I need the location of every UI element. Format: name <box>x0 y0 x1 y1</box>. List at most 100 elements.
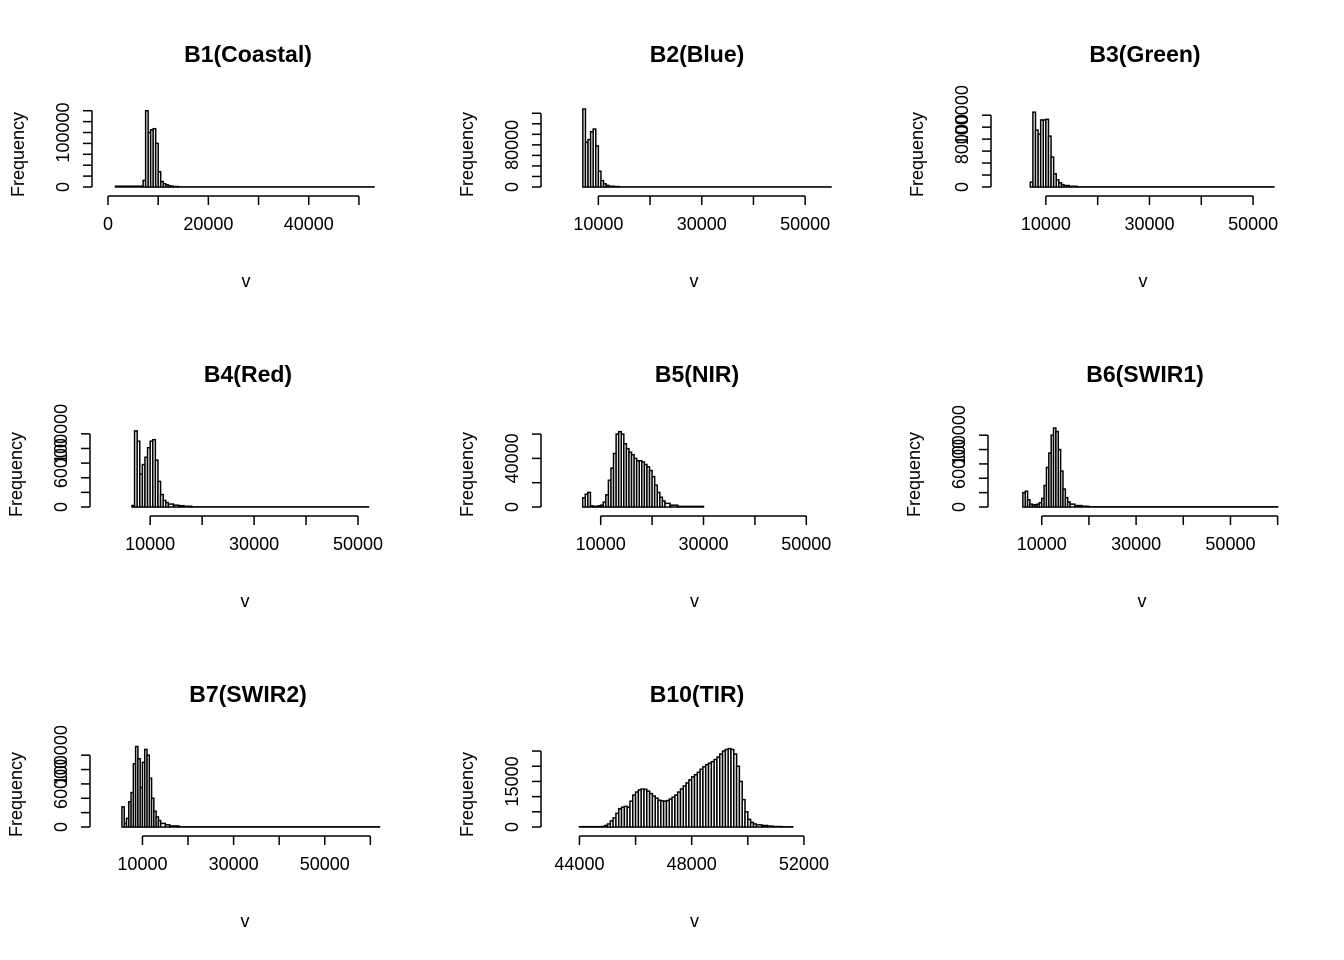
histogram-bar <box>677 505 705 508</box>
x-tick-label: 30000 <box>678 534 728 554</box>
y-tick-label: 60000 <box>949 439 969 489</box>
histogram-bar <box>169 825 180 828</box>
y-axis-label: Frequency <box>457 112 477 197</box>
panel-title: B5(NIR) <box>655 361 739 387</box>
histogram-bar <box>1068 185 1078 188</box>
panel-title: B6(SWIR1) <box>1086 361 1204 387</box>
histogram-bar <box>761 824 769 828</box>
x-tick-label: 50000 <box>780 214 830 234</box>
y-axis-label: Frequency <box>457 752 477 837</box>
histogram-bar <box>669 504 679 508</box>
histogram-bar <box>1050 156 1055 188</box>
histogram-bar <box>154 142 159 188</box>
x-tick-label: 48000 <box>667 854 717 874</box>
x-tick-label: 30000 <box>1124 214 1174 234</box>
histogram-bar <box>172 504 180 508</box>
x-tick-label: 10000 <box>125 534 175 554</box>
y-axis-label: Frequency <box>6 752 26 837</box>
x-tick-label: 50000 <box>781 534 831 554</box>
y-axis-label: Frequency <box>904 432 924 517</box>
panel-title: B1(Coastal) <box>184 41 312 67</box>
histogram-bar <box>595 145 600 188</box>
histogram-bar <box>157 170 162 188</box>
histogram-bar <box>1081 505 1090 508</box>
histogram-bar <box>766 825 774 828</box>
y-tick-label: 60000 <box>51 759 71 809</box>
x-tick-label: 10000 <box>1017 534 1067 554</box>
histogram-panel: B5(NIR) 10000 30000 50000 0 40000 v Frequency <box>457 361 831 611</box>
histogram-bar <box>755 824 763 828</box>
x-tick-label: 44000 <box>554 854 604 874</box>
y-tick-label: 0 <box>51 502 71 512</box>
histogram-bar <box>121 806 125 828</box>
y-tick-label: 100000 <box>51 404 71 464</box>
x-tick-label: 40000 <box>284 214 334 234</box>
x-tick-label: 50000 <box>1228 214 1278 234</box>
x-tick-label: 52000 <box>779 854 829 874</box>
histogram-bar <box>167 503 175 508</box>
x-axis-label: v <box>1138 591 1147 611</box>
x-tick-label: 50000 <box>333 534 383 554</box>
y-tick-label: 15000 <box>502 756 522 806</box>
y-tick-label: 40000 <box>502 433 522 483</box>
x-tick-label: 10000 <box>573 214 623 234</box>
panel-title: B10(TIR) <box>650 681 745 707</box>
y-tick-label: 80000 <box>952 114 972 164</box>
histogram-bar <box>587 491 592 508</box>
histogram-bar <box>664 502 671 508</box>
x-tick-label: 30000 <box>229 534 279 554</box>
x-tick-label: 50000 <box>300 854 350 874</box>
histogram-panel: B1(Coastal) 0 20000 40000 0 100000 v Frequency <box>8 41 375 291</box>
x-tick-label: 30000 <box>1111 534 1161 554</box>
x-tick-label: 10000 <box>576 534 626 554</box>
y-tick-label: 100000 <box>949 405 969 465</box>
x-tick-label: 10000 <box>117 854 167 874</box>
x-axis-label: v <box>1139 271 1148 291</box>
y-tick-label: 100000 <box>952 85 972 145</box>
x-axis-label: v <box>690 271 699 291</box>
x-axis-label: v <box>242 271 251 291</box>
panel-title: B3(Green) <box>1089 41 1200 67</box>
y-tick-label: 0 <box>502 502 522 512</box>
x-tick-label: 30000 <box>209 854 259 874</box>
x-axis-label: v <box>241 911 250 931</box>
x-tick-label: 10000 <box>1021 214 1071 234</box>
y-axis-label: Frequency <box>8 112 28 197</box>
panel-title: B2(Blue) <box>650 41 745 67</box>
x-axis-label: v <box>690 591 699 611</box>
panel-title: B7(SWIR2) <box>189 681 307 707</box>
y-axis-label: Frequency <box>907 112 927 197</box>
y-tick-label: 100000 <box>51 725 71 785</box>
y-tick-label: 0 <box>502 822 522 832</box>
y-tick-label: 100000 <box>53 102 73 162</box>
x-axis-label: v <box>241 591 250 611</box>
y-tick-label: 0 <box>51 822 71 832</box>
histogram-bar <box>607 185 615 188</box>
y-tick-label: 0 <box>53 182 73 192</box>
x-tick-label: 50000 <box>1205 534 1255 554</box>
y-tick-label: 0 <box>952 182 972 192</box>
histogram-bar <box>1074 504 1083 508</box>
x-tick-label: 0 <box>103 214 113 234</box>
histogram-bar <box>1063 184 1070 188</box>
histogram-panel: B10(TIR) 44000 48000 52000 0 15000 v Frequency <box>457 681 829 931</box>
histogram-bar <box>114 185 144 188</box>
y-axis-label: Frequency <box>457 432 477 517</box>
y-tick-label: 0 <box>949 502 969 512</box>
histogram-bar <box>597 170 602 188</box>
histogram-panel: B2(Blue) 10000 30000 50000 0 80000 v Frequency <box>457 41 832 291</box>
y-tick-label: 80000 <box>502 120 522 170</box>
y-tick-label: 0 <box>502 182 522 192</box>
panel-title: B4(Red) <box>204 361 292 387</box>
x-tick-label: 30000 <box>677 214 727 234</box>
histogram-bar <box>177 504 185 508</box>
x-axis-label: v <box>690 911 699 931</box>
y-axis-label: Frequency <box>6 432 26 517</box>
histogram-bar <box>183 505 193 508</box>
x-tick-label: 20000 <box>183 214 233 234</box>
